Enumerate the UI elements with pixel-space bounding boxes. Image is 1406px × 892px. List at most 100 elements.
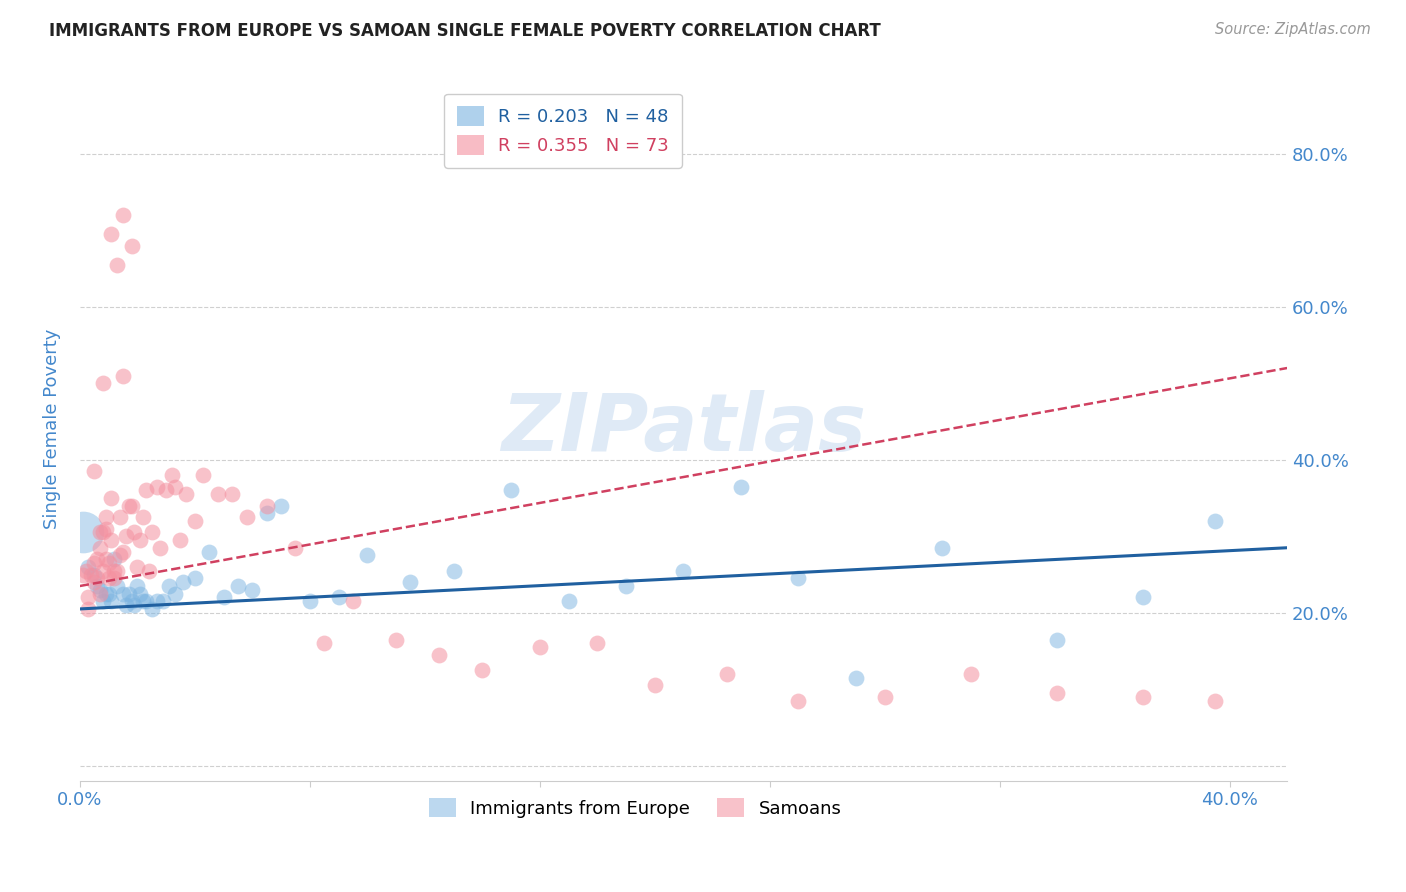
Point bbox=[873, 690, 896, 704]
Point bbox=[83, 464, 105, 478]
Point bbox=[132, 594, 155, 608]
Point bbox=[557, 594, 579, 608]
Point bbox=[77, 602, 100, 616]
Point bbox=[77, 591, 100, 605]
Point bbox=[212, 591, 235, 605]
Point bbox=[160, 468, 183, 483]
Point bbox=[100, 491, 122, 505]
Point bbox=[108, 510, 131, 524]
Point bbox=[124, 598, 146, 612]
Point bbox=[91, 376, 114, 391]
Point bbox=[174, 487, 197, 501]
Point bbox=[1132, 690, 1154, 704]
Point bbox=[235, 510, 257, 524]
Point bbox=[97, 587, 120, 601]
Point bbox=[83, 575, 105, 590]
Point bbox=[77, 560, 100, 574]
Point bbox=[103, 571, 125, 585]
Point bbox=[198, 544, 221, 558]
Point bbox=[960, 667, 983, 681]
Point bbox=[91, 525, 114, 540]
Point bbox=[163, 587, 186, 601]
Point bbox=[94, 510, 117, 524]
Point bbox=[75, 564, 97, 578]
Point bbox=[94, 587, 117, 601]
Point bbox=[385, 632, 408, 647]
Point bbox=[115, 529, 138, 543]
Point bbox=[83, 567, 105, 582]
Point bbox=[111, 544, 134, 558]
Point bbox=[80, 567, 103, 582]
Point bbox=[471, 663, 494, 677]
Point bbox=[172, 575, 194, 590]
Point bbox=[103, 552, 125, 566]
Point bbox=[184, 514, 207, 528]
Point bbox=[342, 594, 364, 608]
Point bbox=[163, 479, 186, 493]
Point bbox=[121, 499, 143, 513]
Point bbox=[256, 499, 278, 513]
Point bbox=[207, 487, 229, 501]
Point bbox=[730, 479, 752, 493]
Point bbox=[716, 667, 738, 681]
Point bbox=[97, 571, 120, 585]
Point bbox=[91, 594, 114, 608]
Point bbox=[787, 694, 810, 708]
Point bbox=[129, 533, 152, 547]
Point bbox=[111, 368, 134, 383]
Text: Source: ZipAtlas.com: Source: ZipAtlas.com bbox=[1215, 22, 1371, 37]
Point bbox=[141, 525, 163, 540]
Point bbox=[270, 499, 292, 513]
Point bbox=[931, 541, 953, 555]
Legend: Immigrants from Europe, Samoans: Immigrants from Europe, Samoans bbox=[422, 790, 849, 825]
Point bbox=[1204, 694, 1226, 708]
Point bbox=[89, 587, 111, 601]
Point bbox=[614, 579, 637, 593]
Point bbox=[105, 564, 128, 578]
Point bbox=[94, 522, 117, 536]
Point bbox=[155, 483, 177, 498]
Point bbox=[427, 648, 450, 662]
Point bbox=[356, 549, 378, 563]
Point bbox=[94, 552, 117, 566]
Point bbox=[89, 525, 111, 540]
Point bbox=[118, 587, 141, 601]
Point bbox=[105, 258, 128, 272]
Point bbox=[135, 594, 157, 608]
Point bbox=[146, 594, 169, 608]
Point bbox=[132, 510, 155, 524]
Point bbox=[111, 587, 134, 601]
Point bbox=[399, 575, 422, 590]
Point bbox=[1204, 514, 1226, 528]
Point bbox=[121, 594, 143, 608]
Y-axis label: Single Female Poverty: Single Female Poverty bbox=[44, 329, 60, 530]
Point bbox=[89, 582, 111, 597]
Point bbox=[529, 640, 551, 655]
Point bbox=[787, 571, 810, 585]
Point bbox=[108, 549, 131, 563]
Point bbox=[1046, 686, 1069, 700]
Point bbox=[115, 598, 138, 612]
Point bbox=[103, 564, 125, 578]
Point bbox=[86, 571, 108, 585]
Point bbox=[284, 541, 307, 555]
Point bbox=[221, 487, 243, 501]
Point bbox=[105, 579, 128, 593]
Point bbox=[124, 525, 146, 540]
Point bbox=[91, 564, 114, 578]
Point bbox=[121, 238, 143, 252]
Point bbox=[586, 636, 609, 650]
Point bbox=[89, 541, 111, 555]
Point bbox=[499, 483, 522, 498]
Point bbox=[72, 567, 94, 582]
Point bbox=[100, 227, 122, 242]
Point bbox=[86, 552, 108, 566]
Point bbox=[149, 541, 172, 555]
Point bbox=[644, 678, 666, 692]
Point bbox=[314, 636, 336, 650]
Point bbox=[256, 506, 278, 520]
Point bbox=[127, 560, 149, 574]
Point bbox=[118, 499, 141, 513]
Point bbox=[845, 671, 868, 685]
Point bbox=[443, 564, 465, 578]
